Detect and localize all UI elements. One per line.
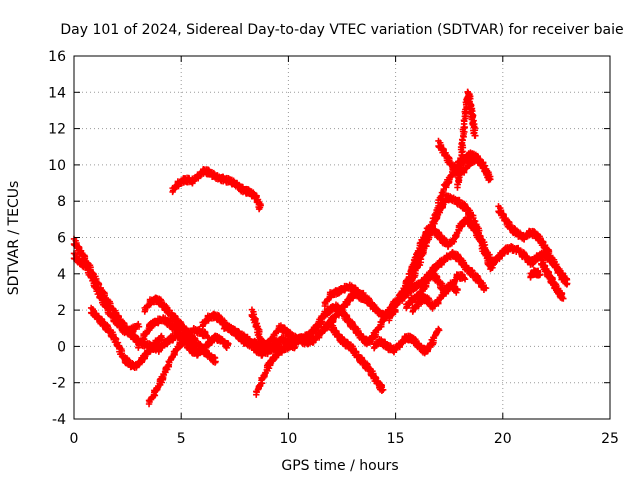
data-point — [472, 132, 479, 139]
series-arc-y — [538, 255, 567, 302]
y-tick-label: 14 — [48, 85, 66, 101]
data-point — [158, 334, 166, 342]
y-axis-label: SDTVAR / TECUs — [6, 181, 22, 296]
series-arc-o — [328, 321, 387, 394]
data-point — [379, 386, 387, 394]
data-point — [418, 249, 425, 257]
data-point — [457, 155, 464, 162]
y-tick-label: 0 — [57, 339, 66, 355]
data-point — [359, 295, 366, 303]
y-tick-label: 12 — [48, 122, 66, 138]
y-tick-label: 4 — [57, 267, 66, 283]
data-point — [456, 170, 464, 177]
data-point — [558, 293, 566, 301]
axes: 0 5 10 15 20 25 -4 -2 0 2 4 6 8 10 12 14 16 — [48, 49, 619, 447]
series-arc-x — [495, 203, 571, 288]
series-arc-m — [321, 281, 367, 310]
data-point — [224, 342, 232, 349]
x-tick-label: 15 — [387, 431, 405, 447]
data-point — [440, 187, 447, 195]
series-arc-b — [70, 250, 143, 337]
series-arc-d — [145, 324, 211, 408]
series-arc-c — [87, 304, 166, 371]
series-arc-u — [409, 279, 461, 315]
x-tick-label: 25 — [601, 431, 619, 447]
data-point — [360, 296, 367, 304]
series-arc-w — [454, 88, 479, 191]
y-tick-label: 2 — [57, 303, 66, 319]
data-point — [488, 264, 495, 272]
data-point — [461, 275, 469, 283]
x-tick-label: 20 — [494, 431, 512, 447]
y-tick-label: 6 — [57, 231, 66, 247]
x-tick-label: 0 — [70, 431, 79, 447]
series-arc-f — [141, 294, 219, 366]
data-point — [212, 358, 219, 365]
data-point — [454, 286, 461, 294]
y-tick-label: 16 — [48, 49, 66, 65]
series-arc-p — [370, 325, 443, 357]
x-tick-label: 5 — [177, 431, 186, 447]
y-tick-label: 10 — [48, 158, 66, 174]
data-point — [435, 327, 443, 334]
x-axis-label: GPS time / hours — [281, 458, 398, 474]
chart-title: Day 101 of 2024, Sidereal Day-to-day VTE… — [60, 22, 623, 38]
series-arc-v — [435, 137, 494, 183]
data-point — [458, 151, 465, 159]
data-point — [406, 270, 413, 278]
data-point — [446, 176, 453, 183]
y-tick-label: -2 — [52, 376, 66, 392]
x-tick-label: 10 — [279, 431, 297, 447]
data-point — [481, 284, 488, 292]
y-tick-label: 8 — [57, 194, 66, 210]
series-arc-z — [527, 266, 544, 281]
data-point — [454, 181, 461, 188]
series-arc-s — [398, 249, 490, 305]
data-point — [536, 271, 544, 278]
data-point — [135, 323, 143, 330]
data-point — [256, 204, 264, 211]
series-arc-g — [169, 166, 264, 213]
data-point — [416, 253, 423, 260]
y-tick-label: -4 — [52, 412, 66, 428]
data-point — [564, 280, 571, 287]
data-points — [70, 88, 571, 408]
data-point — [411, 271, 418, 279]
data-point — [487, 176, 494, 183]
data-point — [460, 117, 468, 124]
data-point — [458, 136, 466, 143]
